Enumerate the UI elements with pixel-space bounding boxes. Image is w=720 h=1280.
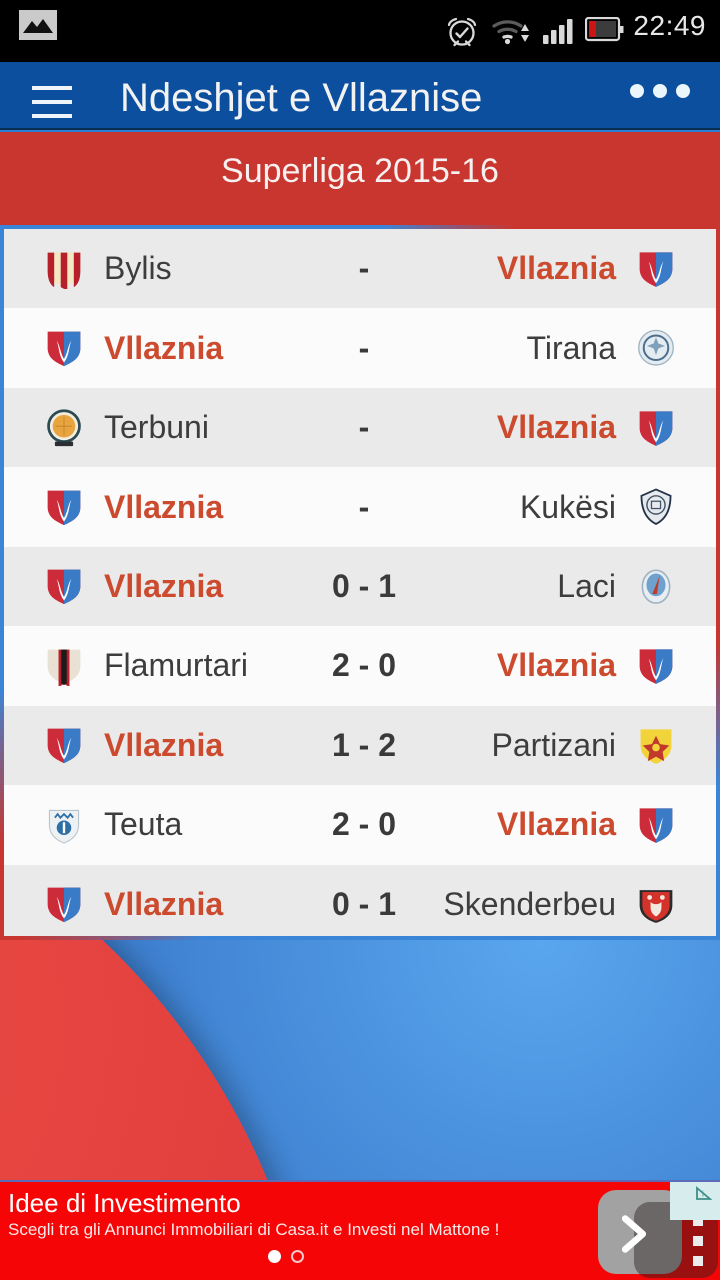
- svg-text:i: i: [702, 1189, 704, 1199]
